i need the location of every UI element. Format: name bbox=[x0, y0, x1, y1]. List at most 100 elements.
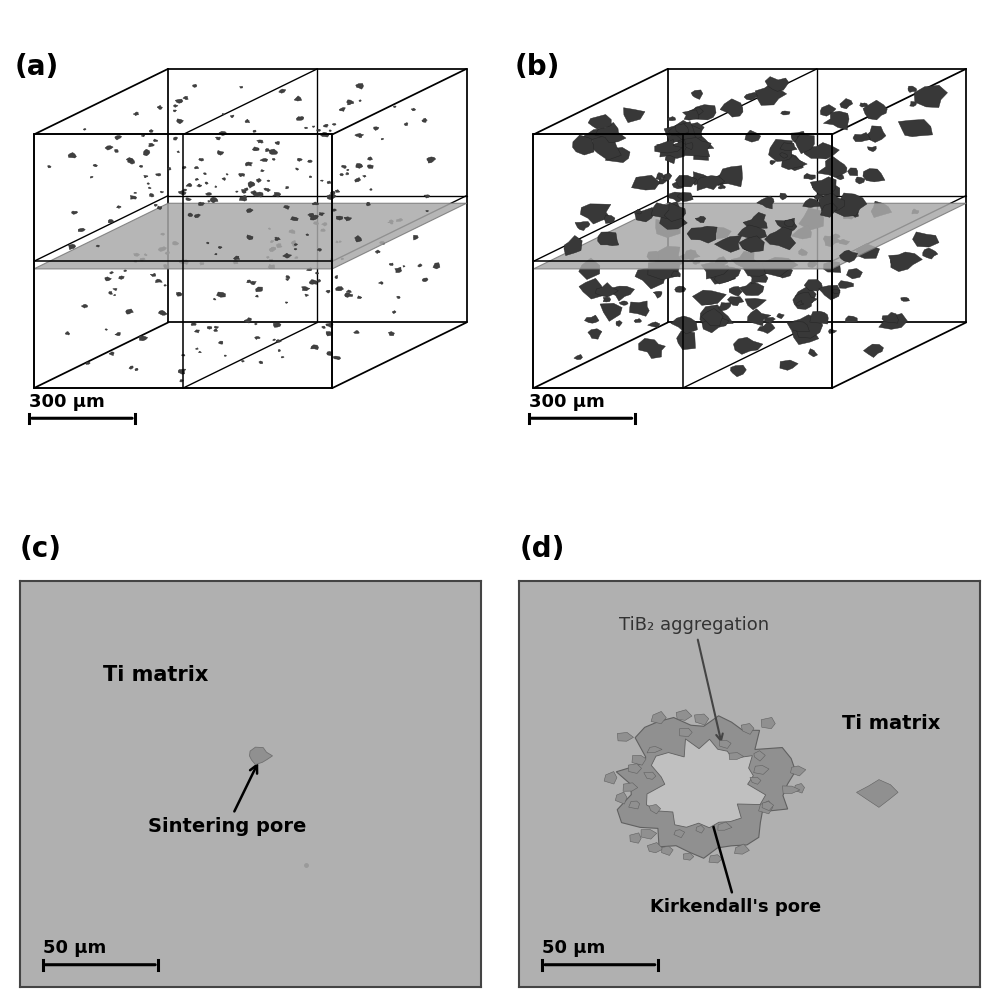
Polygon shape bbox=[321, 179, 323, 181]
Polygon shape bbox=[784, 219, 795, 227]
Polygon shape bbox=[839, 239, 850, 245]
Polygon shape bbox=[308, 213, 314, 217]
Polygon shape bbox=[823, 233, 842, 247]
Polygon shape bbox=[193, 84, 197, 88]
Polygon shape bbox=[691, 90, 703, 100]
Polygon shape bbox=[757, 322, 775, 334]
Polygon shape bbox=[820, 202, 837, 217]
Polygon shape bbox=[853, 133, 871, 142]
Polygon shape bbox=[672, 182, 684, 188]
Polygon shape bbox=[322, 326, 325, 328]
Polygon shape bbox=[133, 112, 139, 116]
Polygon shape bbox=[242, 189, 246, 193]
Polygon shape bbox=[264, 188, 270, 191]
Polygon shape bbox=[709, 172, 740, 185]
Polygon shape bbox=[309, 279, 317, 284]
Polygon shape bbox=[418, 264, 422, 267]
Polygon shape bbox=[250, 281, 256, 285]
Polygon shape bbox=[251, 190, 256, 194]
Polygon shape bbox=[183, 97, 188, 100]
Polygon shape bbox=[188, 213, 193, 216]
Polygon shape bbox=[215, 253, 217, 255]
Polygon shape bbox=[856, 176, 865, 184]
Polygon shape bbox=[656, 205, 666, 211]
Polygon shape bbox=[819, 285, 840, 300]
Polygon shape bbox=[673, 134, 687, 143]
Polygon shape bbox=[797, 137, 805, 142]
Polygon shape bbox=[742, 239, 757, 251]
Polygon shape bbox=[652, 246, 684, 267]
Polygon shape bbox=[210, 197, 218, 202]
Polygon shape bbox=[833, 289, 840, 294]
Polygon shape bbox=[804, 173, 815, 179]
Polygon shape bbox=[105, 329, 107, 330]
Polygon shape bbox=[914, 86, 947, 108]
Polygon shape bbox=[898, 120, 933, 137]
Polygon shape bbox=[690, 171, 710, 185]
Polygon shape bbox=[205, 182, 208, 184]
Polygon shape bbox=[355, 235, 362, 242]
Polygon shape bbox=[68, 153, 76, 158]
Polygon shape bbox=[809, 349, 818, 357]
Polygon shape bbox=[260, 159, 268, 162]
Polygon shape bbox=[657, 145, 680, 156]
Polygon shape bbox=[368, 157, 372, 161]
Polygon shape bbox=[198, 202, 205, 205]
Polygon shape bbox=[731, 365, 746, 377]
Polygon shape bbox=[707, 227, 731, 239]
Polygon shape bbox=[194, 214, 200, 217]
Polygon shape bbox=[393, 106, 396, 108]
Polygon shape bbox=[291, 216, 298, 220]
Polygon shape bbox=[213, 298, 216, 300]
Polygon shape bbox=[745, 298, 766, 310]
Polygon shape bbox=[745, 131, 761, 143]
Polygon shape bbox=[691, 105, 716, 120]
Polygon shape bbox=[269, 259, 273, 261]
Polygon shape bbox=[219, 132, 227, 136]
Polygon shape bbox=[388, 332, 394, 336]
Polygon shape bbox=[658, 178, 668, 184]
Polygon shape bbox=[359, 100, 361, 102]
Polygon shape bbox=[370, 188, 372, 190]
Polygon shape bbox=[257, 140, 263, 144]
Polygon shape bbox=[702, 312, 729, 333]
Polygon shape bbox=[743, 261, 777, 276]
Polygon shape bbox=[177, 292, 181, 294]
Polygon shape bbox=[356, 164, 363, 168]
Polygon shape bbox=[261, 169, 264, 171]
Polygon shape bbox=[871, 201, 892, 217]
Polygon shape bbox=[671, 271, 680, 277]
Polygon shape bbox=[214, 329, 218, 332]
Polygon shape bbox=[583, 129, 606, 143]
Polygon shape bbox=[833, 172, 844, 179]
Polygon shape bbox=[207, 326, 212, 329]
Polygon shape bbox=[792, 315, 823, 338]
Polygon shape bbox=[311, 345, 319, 350]
Polygon shape bbox=[222, 114, 224, 116]
Polygon shape bbox=[333, 209, 336, 211]
Polygon shape bbox=[308, 160, 312, 163]
Polygon shape bbox=[269, 150, 278, 155]
Polygon shape bbox=[830, 193, 867, 216]
Polygon shape bbox=[208, 200, 210, 202]
Polygon shape bbox=[584, 315, 599, 323]
Polygon shape bbox=[347, 100, 354, 105]
Polygon shape bbox=[109, 352, 114, 356]
Polygon shape bbox=[199, 159, 204, 162]
Polygon shape bbox=[336, 216, 343, 220]
Polygon shape bbox=[605, 148, 630, 163]
Polygon shape bbox=[96, 245, 100, 247]
Polygon shape bbox=[757, 196, 774, 209]
Polygon shape bbox=[141, 135, 145, 137]
Polygon shape bbox=[677, 331, 695, 350]
Polygon shape bbox=[697, 175, 725, 190]
Polygon shape bbox=[206, 242, 209, 244]
Polygon shape bbox=[191, 323, 196, 326]
Polygon shape bbox=[180, 380, 183, 382]
Polygon shape bbox=[799, 208, 824, 230]
Polygon shape bbox=[832, 234, 840, 238]
Polygon shape bbox=[236, 191, 238, 192]
Polygon shape bbox=[113, 288, 117, 291]
Polygon shape bbox=[333, 356, 341, 360]
Polygon shape bbox=[317, 130, 321, 132]
